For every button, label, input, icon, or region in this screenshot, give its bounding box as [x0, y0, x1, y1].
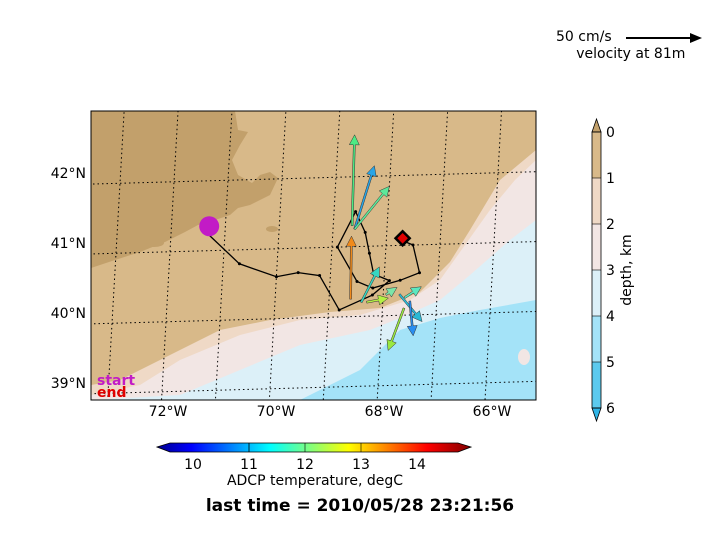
- depth-bar-extend-top: [591, 117, 602, 133]
- velocity-vector: [385, 287, 398, 298]
- graticule: [91, 87, 557, 416]
- depth-bar-tick: 2: [606, 217, 615, 233]
- depth-bar-segment: [592, 224, 601, 270]
- meridian-line: [107, 111, 125, 400]
- lon-label: 72°W: [149, 404, 188, 420]
- meridian-line: [484, 111, 503, 400]
- meridian-line: [268, 111, 287, 400]
- depth-bar-tick: 6: [606, 401, 615, 417]
- velocity-vector: [386, 307, 406, 352]
- map-frame: [90, 110, 537, 401]
- meridian-line: [430, 111, 449, 400]
- meridian-line: [376, 111, 395, 400]
- legend-start: start: [97, 373, 135, 389]
- track-point: [337, 308, 341, 312]
- scale-depth: velocity at 81m: [576, 46, 686, 62]
- track-point: [411, 243, 415, 247]
- meridian-line: [214, 111, 233, 400]
- track-point: [355, 280, 359, 283]
- track-point: [418, 271, 421, 275]
- track-point: [296, 271, 300, 275]
- lat-label: 42°N: [51, 166, 86, 182]
- island: [144, 239, 164, 247]
- track-point: [363, 230, 367, 234]
- velocity-vector: [403, 286, 422, 299]
- track-point: [367, 251, 371, 255]
- island: [266, 226, 278, 232]
- temp-bar-tick: 14: [408, 457, 426, 473]
- depth-bar-segment: [592, 132, 601, 178]
- depth-colorbar: 0 1 2 3 4 5 6: [591, 117, 615, 423]
- velocity-vector: [348, 134, 360, 227]
- lat-label: 41°N: [51, 236, 86, 252]
- depth-bar-tick: 4: [606, 309, 615, 325]
- temp-bar-tick: 10: [184, 457, 202, 473]
- track-point: [237, 262, 241, 266]
- meridian-line: [322, 111, 341, 400]
- lon-label: 66°W: [473, 404, 512, 420]
- velocity-vector: [353, 185, 390, 231]
- track-point: [371, 286, 375, 290]
- depth-bar-label: depth, km: [619, 234, 635, 305]
- velocity-vector: [366, 294, 389, 306]
- velocity-vector: [359, 266, 380, 304]
- track-point: [335, 245, 339, 249]
- track-point: [370, 293, 374, 297]
- temp-bar-tick: 13: [352, 457, 370, 473]
- lat-label: 40°N: [51, 306, 86, 322]
- temp-bar-label: ADCP temperature, degC: [226, 473, 404, 489]
- temp-bar-tick: 11: [240, 457, 258, 473]
- parallel-line: [91, 310, 536, 325]
- velocity-vector: [406, 300, 418, 337]
- parallel-line: [91, 380, 536, 395]
- depth-bar-segment: [592, 178, 601, 224]
- depth-bar-tick: 5: [606, 355, 615, 371]
- parallel-line: [91, 241, 536, 255]
- lon-label: 68°W: [365, 404, 404, 420]
- depth-bar-segment: [592, 270, 601, 316]
- temp-bar-ticks: 10 11 12 13 14: [184, 443, 426, 473]
- legend-end: end: [97, 385, 126, 401]
- end-marker: [393, 229, 412, 248]
- lon-label: 70°W: [257, 404, 296, 420]
- start-marker: [199, 216, 220, 237]
- meridian-line: [538, 87, 557, 416]
- depth-bar-tick: 3: [606, 263, 615, 279]
- track-point: [387, 279, 391, 283]
- track-point: [354, 210, 358, 214]
- velocity-scale-label: 50 cm/s velocity at 81m: [556, 29, 694, 63]
- depth-bar-segment: [592, 316, 601, 362]
- last-time: last time = 2010/05/28 23:21:56: [205, 496, 515, 516]
- velocity-vector: [353, 165, 377, 230]
- depth-bar-tick: 1: [606, 171, 615, 187]
- depth-bar-extend-bottom: [591, 407, 602, 423]
- bathymetry-layers: [91, 111, 536, 400]
- island: [518, 349, 530, 365]
- lat-label: 39°N: [51, 376, 86, 392]
- temp-bar-tick: 12: [296, 457, 314, 473]
- meridian-line: [161, 111, 179, 400]
- parallel-line: [91, 171, 536, 185]
- depth-bar-tick: 0: [606, 125, 615, 141]
- land-layer: [91, 111, 278, 268]
- overlay: [199, 134, 423, 352]
- temperature-colorbar: 10 11 12 13 14: [155, 442, 473, 473]
- track-point: [274, 275, 278, 279]
- track-point: [318, 274, 322, 278]
- temp-bar-body: [155, 442, 473, 453]
- velocity-vector: [345, 235, 357, 300]
- depth-bar-segment: [592, 362, 601, 408]
- scale-speed: 50 cm/s: [556, 29, 612, 45]
- scale-arrow-icon: [626, 33, 702, 43]
- track-point: [398, 278, 402, 282]
